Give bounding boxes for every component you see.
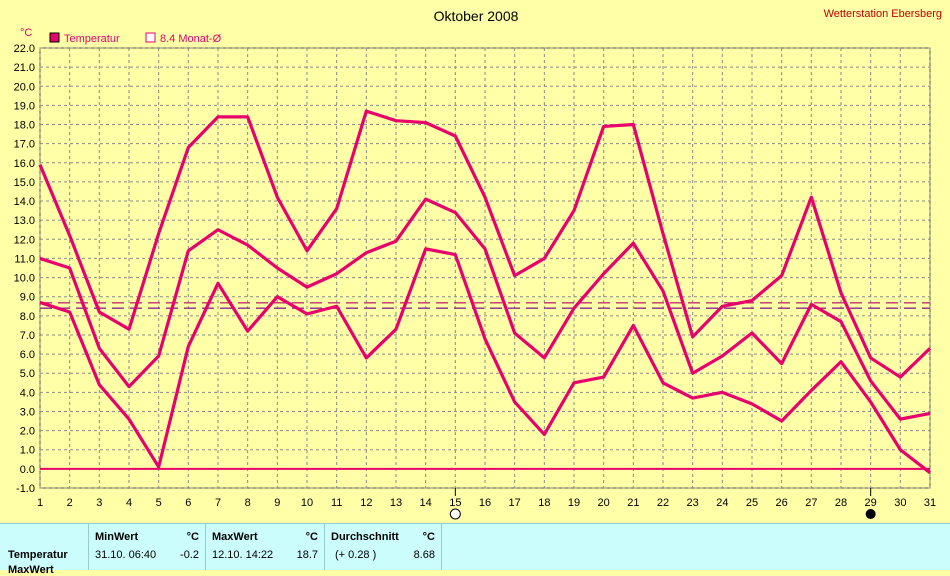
statistics-panel: Temperatur MaxWert MinWert °C 31.10. 06:…: [0, 523, 950, 576]
x-tick-label: 21: [627, 497, 639, 509]
max-value: 18.7: [296, 549, 318, 561]
x-tick-label: 1: [37, 497, 43, 509]
moon-phases: [449, 488, 876, 520]
x-tick-labels: 1 2 3 4 5 6 7 8 9 10 11 12 13 14 15 16 17 18 19 20 21 22 23 24 2…: [37, 497, 936, 509]
x-tick-label: 23: [687, 497, 699, 509]
empty-square-icon: [145, 32, 156, 43]
grid: [39, 47, 931, 489]
x-tick-label: 18: [538, 497, 550, 509]
y-tick-label: 18.0: [14, 120, 35, 132]
avg-unit: °C: [422, 531, 435, 543]
x-tick-label: 31: [924, 497, 936, 509]
min-time: 31.10. 06:40: [95, 549, 157, 561]
x-tick-label: 16: [479, 497, 491, 509]
x-tick-label: 22: [657, 497, 669, 509]
max-value-cell: MaxWert °C 12.10. 14:22 18.7: [205, 524, 324, 570]
x-tick-label: 28: [835, 497, 847, 509]
y-tick-label: 16.0: [14, 158, 35, 170]
y-tick-label: 10.0: [14, 273, 35, 285]
y-tick-label: 12.0: [14, 234, 35, 246]
station-label: Wetterstation Ebersberg: [824, 8, 942, 20]
min-value: -0.2: [180, 549, 199, 561]
series-line-max: [38, 109, 932, 379]
max-header: MaxWert: [212, 531, 258, 543]
y-tick-label: 3.0: [20, 406, 35, 418]
x-tick-label: 5: [156, 497, 162, 509]
chart-title: Oktober 2008: [434, 8, 519, 24]
y-tick-label: 11.0: [14, 253, 35, 265]
new-moon-icon: [865, 509, 876, 519]
y-tick-label: 21.0: [14, 62, 35, 74]
x-tick-label: 19: [568, 497, 580, 509]
y-tick-label: 5.0: [20, 368, 35, 380]
y-tick-label: 14.0: [14, 196, 35, 208]
min-header: MinWert: [95, 531, 139, 543]
temperature-chart: Oktober 2008 Wetterstation Ebersberg °C …: [14, 8, 942, 520]
series-line-min: [39, 247, 931, 474]
y-tick-label: 8.0: [20, 311, 35, 323]
max-time: 12.10. 14:22: [212, 549, 274, 561]
y-tick-label: 22.0: [14, 43, 35, 55]
y-tick-label: -1.0: [16, 483, 35, 495]
x-tick-label: 12: [360, 497, 372, 509]
x-tick-label: 13: [390, 497, 402, 509]
y-tick-label: 4.0: [20, 387, 35, 399]
y-tick-label: 13.0: [14, 215, 35, 227]
x-tick-label: 6: [185, 497, 191, 509]
legend: Temperatur 8.4 Monat-Ø: [49, 32, 222, 45]
x-tick-label: 30: [894, 497, 906, 509]
y-tick-label: 17.0: [14, 139, 35, 151]
y-tick-label: 6.0: [20, 349, 35, 361]
x-tick-label: 27: [805, 497, 817, 509]
min-value-cell: MinWert °C 31.10. 06:40 -0.2: [88, 524, 205, 570]
min-unit: °C: [186, 531, 199, 543]
avg-header: Durchschnitt: [331, 531, 399, 543]
x-tick-label: 15: [449, 497, 461, 509]
x-tick-label: 8: [245, 497, 251, 509]
y-tick-label: 0.0: [20, 464, 35, 476]
x-tick-label: 20: [598, 497, 610, 509]
max-unit: °C: [305, 531, 318, 543]
x-tick-label: 7: [215, 497, 221, 509]
y-tick-label: 7.0: [20, 330, 35, 342]
y-tick-label: 15.0: [14, 177, 35, 189]
y-tick-label: 9.0: [20, 292, 35, 304]
legend-label-average: 8.4 Monat-Ø: [160, 33, 222, 45]
x-tick-label: 17: [509, 497, 521, 509]
y-tick-label: 19.0: [14, 100, 35, 112]
filled-square-icon: [49, 32, 60, 43]
stats-row-label-2: MaxWert: [8, 564, 54, 576]
x-tick-label: 3: [96, 497, 102, 509]
x-tick-label: 11: [331, 497, 342, 509]
y-tick-label: 1.0: [20, 445, 35, 457]
y-axis-unit: °C: [20, 27, 32, 39]
x-tick-label: 26: [776, 497, 788, 509]
full-moon-icon: [449, 508, 461, 520]
x-tick-label: 4: [126, 497, 132, 509]
y-tick-label: 2.0: [20, 426, 35, 438]
stats-row-label: Temperatur: [8, 549, 68, 561]
x-tick-label: 14: [420, 497, 432, 509]
x-tick-label: 24: [716, 497, 728, 509]
y-tick-label: 20.0: [14, 81, 35, 93]
x-tick-label: 9: [274, 497, 280, 509]
x-tick-label: 2: [67, 497, 73, 509]
avg-delta: (+ 0.28 ): [335, 549, 377, 561]
reference-lines: [40, 302, 930, 309]
series-lines: [38, 109, 932, 474]
average-cell: Durchschnitt °C (+ 0.28 ) 8.68: [324, 524, 442, 570]
legend-label-temperatur: Temperatur: [64, 33, 120, 45]
x-tick-label: 25: [746, 497, 758, 509]
x-tick-label: 29: [865, 497, 877, 509]
y-tick-labels: -1.0 0.0 1.0 2.0 3.0 4.0 5.0 6.0 7.0 8.0 9.0 10.0 11…: [14, 43, 35, 495]
series-line-mean: [39, 197, 931, 421]
x-tick-label: 10: [301, 497, 313, 509]
avg-value: 8.68: [413, 549, 435, 561]
